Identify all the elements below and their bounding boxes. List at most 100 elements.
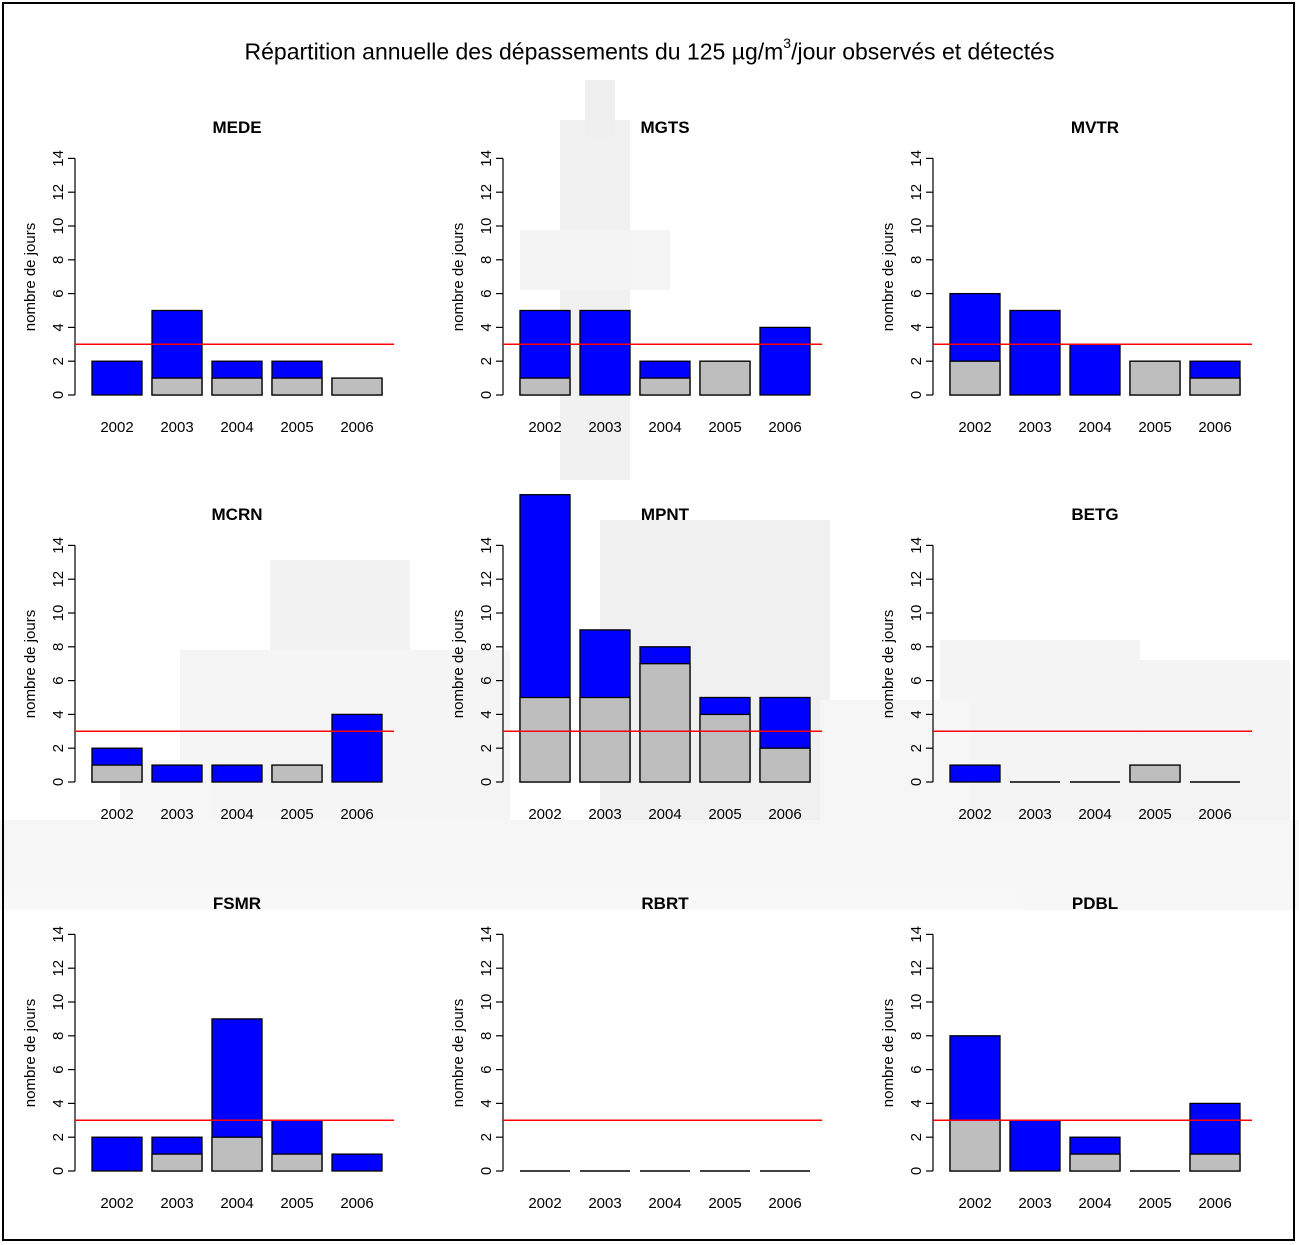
y-tick-label: 0 [50,1167,67,1175]
y-tick-label: 2 [478,744,495,752]
x-tick-label: 2005 [708,419,741,436]
x-tick-label: 2005 [1138,1195,1171,1212]
y-tick-label: 10 [50,994,67,1011]
y-tick-label: 10 [908,218,925,235]
x-tick-label: 2004 [220,1195,253,1212]
y-tick-label: 6 [478,676,495,684]
x-tick-label: 2003 [160,806,193,823]
chart-title: MGTS [640,118,689,137]
x-tick-label: 2002 [100,419,133,436]
y-tick-label: 8 [478,1032,495,1040]
bar-observed [271,1153,323,1172]
y-tick-label: 10 [478,218,495,235]
chart-rbrt: RBRT nombre de jours 0 2 4 6 8 10 12 14 2002 2003 20… [450,894,822,1212]
bar-detected [331,713,383,783]
x-tick-label: 2005 [280,806,313,823]
x-tick-label: 2002 [100,1195,133,1212]
bar-observed [151,377,203,396]
bar-detected [579,309,631,396]
y-axis-label: nombre de jours [22,223,39,331]
y-tick-label: 4 [50,323,67,331]
y-tick-label: 6 [478,1065,495,1073]
x-tick-label: 2006 [768,419,801,436]
chart-title: FSMR [213,894,261,913]
x-tick-label: 2006 [340,1195,373,1212]
y-tick-label: 8 [478,643,495,651]
x-tick-label: 2004 [648,806,681,823]
y-tick-label: 6 [50,1065,67,1073]
x-tick-label: 2004 [220,806,253,823]
x-tick-label: 2003 [588,1195,621,1212]
figure-title-text-end: /jour observés et détectés [791,38,1055,65]
x-tick-label: 2006 [1198,806,1231,823]
figure-title-superscript: 3 [783,35,792,51]
x-tick-label: 2002 [528,806,561,823]
y-axis-label: nombre de jours [22,999,39,1107]
y-tick-label: 4 [478,1099,495,1107]
y-tick-label: 0 [50,778,67,786]
bar-observed [1189,377,1241,396]
x-tick-label: 2004 [648,1195,681,1212]
bar-detected [211,764,263,783]
y-tick-label: 4 [478,323,495,331]
y-tick-label: 10 [50,605,67,622]
bar-observed [519,377,571,396]
y-tick-label: 2 [908,1133,925,1141]
y-tick-label: 6 [908,289,925,297]
y-axis-label: nombre de jours [880,610,897,718]
x-tick-label: 2006 [340,806,373,823]
y-tick-label: 8 [50,256,67,264]
y-axis-label: nombre de jours [450,223,467,331]
bar-observed [1189,1153,1241,1172]
x-tick-label: 2003 [1018,806,1051,823]
y-tick-label: 8 [50,1032,67,1040]
y-tick-label: 12 [908,960,925,977]
bar-detected [1009,1119,1061,1172]
y-tick-label: 0 [50,391,67,399]
y-tick-label: 2 [50,744,67,752]
x-tick-label: 2006 [1198,1195,1231,1212]
chart-mgts: MGTS nombre de jours 0 2 4 6 8 10 12 14 2002 2003 20… [450,118,822,436]
y-tick-label: 0 [908,778,925,786]
chart-title: RBRT [641,894,689,913]
x-tick-label: 2005 [1138,806,1171,823]
x-tick-label: 2004 [1078,1195,1111,1212]
x-tick-label: 2003 [588,806,621,823]
bar-detected [331,1153,383,1172]
bar-observed [639,377,691,396]
chart-title: BETG [1071,505,1118,524]
y-tick-label: 6 [50,676,67,684]
x-tick-label: 2004 [1078,806,1111,823]
bar-observed [271,377,323,396]
x-tick-label: 2005 [1138,419,1171,436]
y-axis-label: nombre de jours [22,610,39,718]
y-tick-label: 10 [478,605,495,622]
y-tick-label: 8 [908,256,925,264]
bar-observed [759,747,811,783]
bar-detected [91,1136,143,1172]
x-tick-label: 2005 [280,419,313,436]
y-tick-label: 2 [908,744,925,752]
y-tick-label: 12 [908,184,925,201]
x-tick-label: 2004 [220,419,253,436]
y-tick-label: 14 [908,150,925,167]
y-tick-label: 0 [478,391,495,399]
chart-mede: MEDE nombre de jours 0 2 4 6 8 10 12 14 2002 2003 20… [22,118,394,436]
bar-observed [519,696,571,783]
y-tick-label: 8 [50,643,67,651]
figure-title: Répartition annuelle des dépassements du… [0,35,1299,66]
y-tick-label: 12 [478,571,495,588]
y-tick-label: 6 [50,289,67,297]
bar-observed [1129,764,1181,783]
bar-observed [211,1136,263,1172]
y-tick-label: 4 [50,1099,67,1107]
bar-observed [639,663,691,783]
bar-observed [331,377,383,396]
bar-observed [271,764,323,783]
y-tick-label: 12 [50,960,67,977]
y-axis-label: nombre de jours [450,999,467,1107]
chart-title: MPNT [641,505,690,524]
y-tick-label: 10 [478,994,495,1011]
y-tick-label: 8 [478,256,495,264]
